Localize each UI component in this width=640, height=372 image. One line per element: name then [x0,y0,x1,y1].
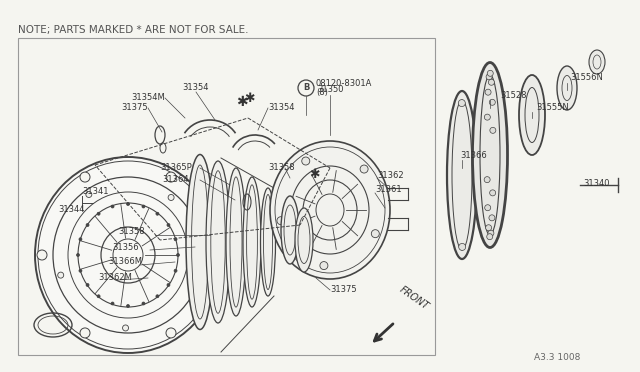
Ellipse shape [243,177,261,307]
Text: 31528: 31528 [500,90,527,99]
Text: 31356: 31356 [112,243,139,251]
Text: 31354M: 31354M [131,93,165,103]
Circle shape [209,250,219,260]
Text: 31354: 31354 [183,83,209,93]
Text: 08120-8301A: 08120-8301A [316,80,372,89]
Text: 31556N: 31556N [570,74,603,83]
Circle shape [37,250,47,260]
Circle shape [167,283,170,286]
Circle shape [488,230,494,236]
Text: (8): (8) [316,89,328,97]
Circle shape [86,192,92,198]
Circle shape [58,272,64,278]
Circle shape [111,302,114,305]
Text: FRONT: FRONT [398,285,431,312]
Circle shape [489,215,495,221]
Text: 31358: 31358 [268,164,294,173]
Circle shape [168,195,174,201]
Circle shape [77,253,79,257]
Text: 31361: 31361 [375,186,402,195]
Text: 31354: 31354 [268,103,294,112]
Circle shape [80,328,90,338]
Circle shape [156,295,159,298]
Text: 31555N: 31555N [536,103,569,112]
Circle shape [191,277,196,283]
Circle shape [111,205,114,208]
Circle shape [127,202,129,205]
Circle shape [142,302,145,305]
Circle shape [486,225,492,231]
Circle shape [487,234,493,240]
Circle shape [142,205,145,208]
Circle shape [484,114,490,120]
Circle shape [484,177,490,183]
Ellipse shape [206,161,230,323]
Circle shape [277,217,285,225]
Text: ✱: ✱ [308,169,319,182]
Text: 31362: 31362 [377,170,404,180]
Text: A3.3 1008: A3.3 1008 [534,353,580,362]
Circle shape [459,243,466,250]
Bar [18,38,435,355]
Ellipse shape [557,66,577,110]
Text: 31364: 31364 [162,176,189,185]
Ellipse shape [295,208,313,272]
Circle shape [79,269,82,272]
Circle shape [490,99,495,105]
Text: NOTE; PARTS MARKED * ARE NOT FOR SALE.: NOTE; PARTS MARKED * ARE NOT FOR SALE. [18,25,248,35]
Ellipse shape [447,91,477,259]
Circle shape [156,212,159,215]
Circle shape [301,157,310,165]
Circle shape [86,224,89,227]
Text: 31362M: 31362M [98,273,132,282]
Circle shape [174,269,177,272]
Ellipse shape [519,75,545,155]
Circle shape [371,230,380,238]
Ellipse shape [226,168,246,316]
Circle shape [485,89,491,95]
Circle shape [490,127,496,133]
Circle shape [166,172,176,182]
Circle shape [486,74,492,80]
Circle shape [174,238,177,241]
Ellipse shape [589,50,605,74]
Circle shape [167,224,170,227]
Circle shape [490,190,495,196]
Text: 31375: 31375 [122,103,148,112]
Circle shape [86,283,89,286]
Text: 31358: 31358 [118,228,145,237]
Circle shape [320,262,328,270]
Circle shape [166,328,176,338]
Ellipse shape [472,62,508,247]
Circle shape [360,165,368,173]
Ellipse shape [186,154,214,330]
Circle shape [127,305,129,308]
Ellipse shape [260,188,275,296]
Ellipse shape [35,157,221,353]
Circle shape [97,212,100,215]
Text: 31340: 31340 [583,179,609,187]
Text: ✱: ✱ [244,92,255,105]
Text: B: B [303,83,309,93]
Ellipse shape [270,141,390,279]
Circle shape [79,238,82,241]
Text: 31375: 31375 [330,285,356,295]
Text: 31366M: 31366M [108,257,142,266]
Text: ✱: ✱ [236,95,248,109]
Text: 31366: 31366 [460,151,487,160]
Ellipse shape [281,196,299,264]
Circle shape [484,205,491,211]
Text: 31344: 31344 [58,205,84,215]
Circle shape [80,172,90,182]
Text: 31350: 31350 [317,86,344,94]
Text: 31341: 31341 [82,187,109,196]
Circle shape [458,100,465,107]
Circle shape [487,70,493,76]
Circle shape [177,253,179,257]
Circle shape [122,325,129,331]
Circle shape [97,295,100,298]
Text: 31365P: 31365P [160,164,192,173]
Circle shape [488,79,494,85]
